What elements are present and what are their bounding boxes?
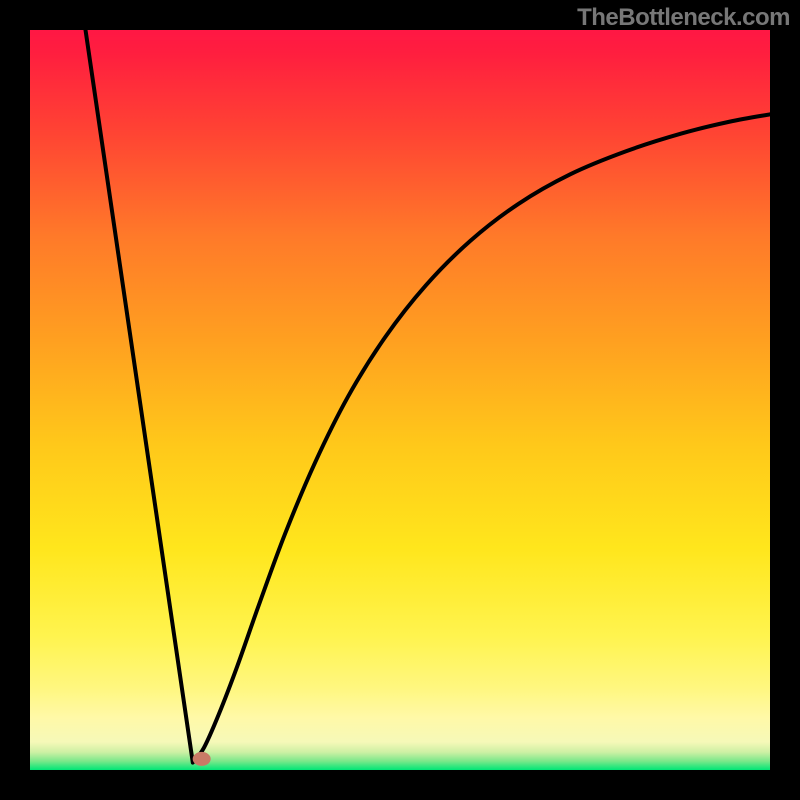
plot-area <box>30 30 770 770</box>
chart-container: TheBottleneck.com <box>0 0 800 800</box>
chart-svg <box>30 30 770 770</box>
watermark-text: TheBottleneck.com <box>577 4 790 32</box>
bottleneck-marker <box>193 752 211 766</box>
